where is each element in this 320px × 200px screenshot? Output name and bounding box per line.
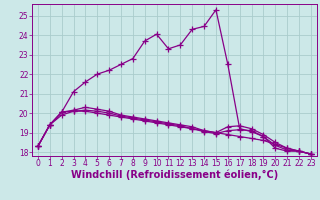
X-axis label: Windchill (Refroidissement éolien,°C): Windchill (Refroidissement éolien,°C) (71, 170, 278, 180)
